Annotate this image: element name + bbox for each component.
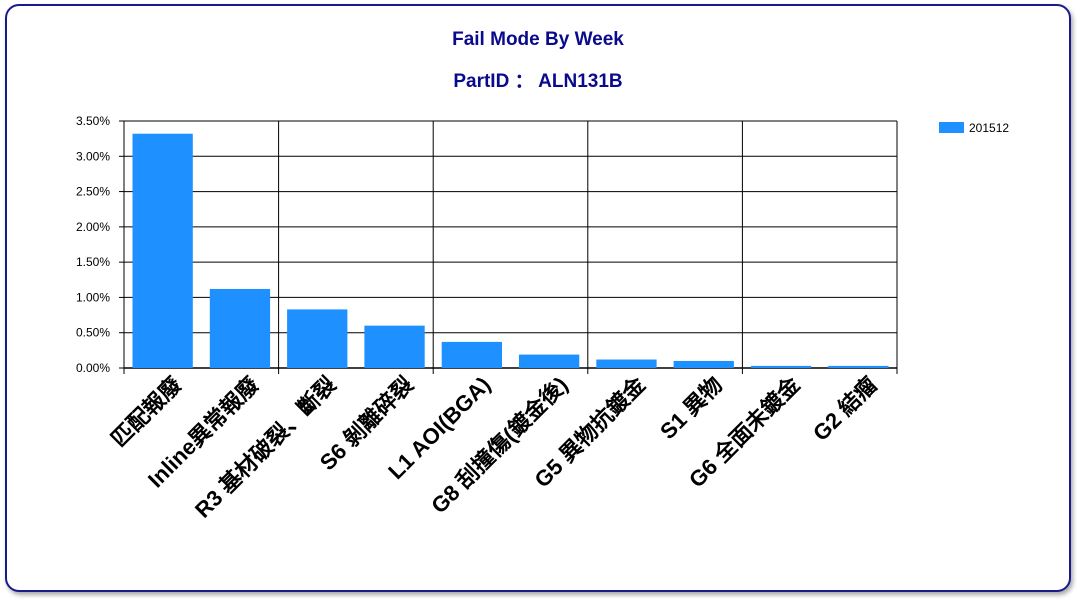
x-tick-label: G2 結瘤 [808,372,882,446]
bar [828,365,889,368]
chart-subtitle: PartID ： ALN131B [453,71,622,92]
chart-title: Fail Mode By Week [452,29,624,50]
y-axis-ticks: 0.00% 0.50% 1.00% 1.50% 2.00% 2.50% 3.00% 3.50% [76,114,124,375]
bar [750,365,812,368]
bar [132,133,193,368]
bar [364,325,425,368]
bar [673,360,734,368]
x-tick-label: S1 異物 [655,372,727,444]
bar [519,354,580,368]
bar [596,359,657,368]
y-tick-label: 1.50% [76,255,110,269]
y-tick-label: 3.50% [76,114,110,128]
bar [287,309,348,368]
y-tick-label: 0.00% [76,361,110,375]
legend-label: 201512 [969,121,1009,135]
bars [132,133,889,368]
y-tick-label: 2.50% [76,185,110,199]
x-tick-label: G8 刮撞傷(鍍金後) [426,372,572,518]
legend-swatch [939,122,964,133]
x-tick-label: 匹配報廢 [106,371,187,452]
y-tick-label: 1.00% [76,290,110,304]
y-tick-label: 0.50% [76,326,110,340]
x-tick-label: R3 基材破裂、斷裂 [190,372,341,523]
bar [441,341,502,368]
y-tick-label: 3.00% [76,149,110,163]
bar [209,288,271,368]
y-tick-label: 2.00% [76,220,110,234]
legend: 201512 [939,121,1009,135]
